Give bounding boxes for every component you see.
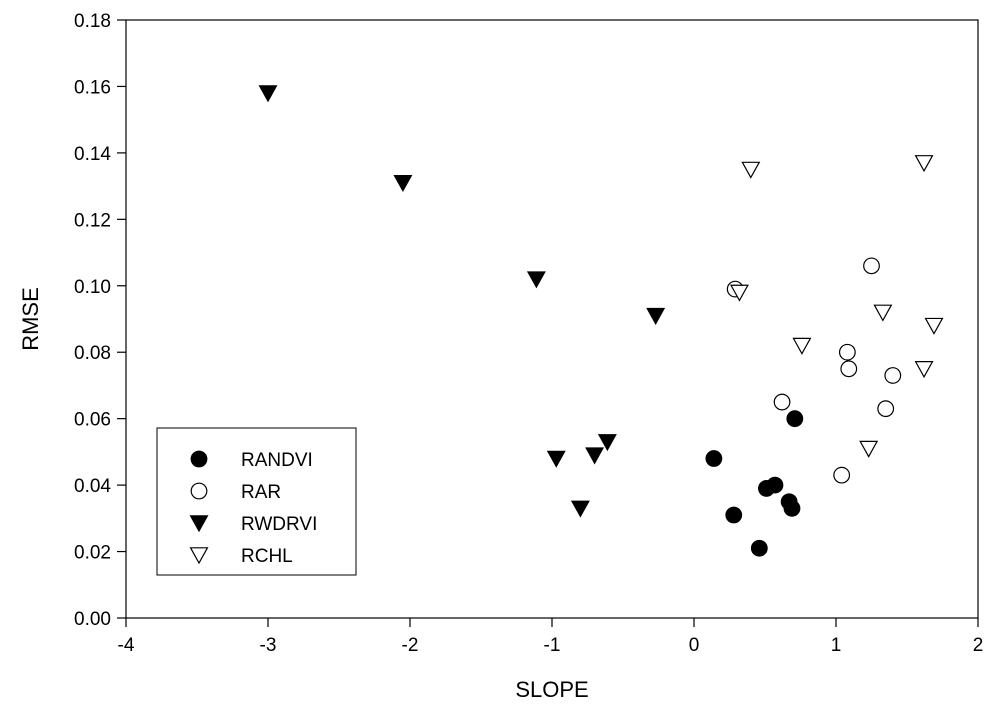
legend-label-rchl: RCHL	[241, 546, 293, 567]
rchl-point	[873, 304, 893, 322]
rchl-point	[792, 337, 812, 355]
y-tick-label: 0.14	[74, 144, 111, 165]
randvi-point	[750, 539, 768, 557]
legend-label-randvi: RANDVI	[241, 450, 313, 471]
randvi-point	[783, 499, 801, 517]
randvi-point	[725, 506, 743, 524]
rwdrvi-point	[570, 500, 590, 518]
x-tick-label: -2	[402, 635, 419, 656]
legend-marker-rar	[190, 482, 208, 500]
rchl-point	[914, 155, 934, 173]
randvi-point	[705, 450, 723, 467]
legend-label-rwdrvi: RWDRVI	[241, 514, 317, 535]
x-tick-label: 1	[831, 635, 842, 656]
rar-point	[838, 343, 856, 361]
y-tick-label: 0.06	[74, 410, 111, 431]
rar-point	[833, 466, 851, 484]
legend-box	[156, 427, 357, 576]
y-tick-label: 0.00	[74, 609, 111, 630]
legend-label-rar: RAR	[241, 482, 281, 503]
randvi-point	[786, 410, 804, 428]
x-tick-label: -4	[118, 635, 135, 656]
rar-point	[877, 400, 895, 418]
rwdrvi-point	[526, 271, 546, 289]
legend-marker-rchl	[189, 547, 209, 565]
rwdrvi-point	[393, 175, 413, 193]
rar-point	[840, 360, 858, 378]
rwdrvi-point	[646, 307, 666, 325]
y-tick-label: 0.16	[74, 77, 111, 98]
x-tick-label: -3	[260, 635, 277, 656]
y-axis: 0.00 0.02 0.04 0.06 0.08 0.10 0.12 0.14 0.16 0.18	[74, 11, 126, 630]
x-axis-title: SLOPE	[515, 677, 588, 702]
x-tick-label: 2	[973, 635, 984, 656]
rar-point	[773, 393, 791, 411]
y-tick-label: 0.12	[74, 210, 111, 231]
rchl-point	[741, 161, 761, 179]
rchl-point	[914, 361, 934, 379]
x-axis: -4 -3 -2 -1 0 1 2	[118, 618, 984, 656]
x-tick-label: 0	[689, 635, 700, 656]
data-markers	[258, 85, 944, 557]
rar-point	[884, 367, 902, 384]
randvi-point	[766, 476, 784, 494]
rchl-point	[924, 317, 944, 335]
rwdrvi-point	[546, 450, 566, 468]
rwdrvi-point	[585, 447, 605, 465]
legend: RANDVI RAR RWDRVI RCHL	[156, 427, 357, 576]
y-tick-label: 0.04	[74, 476, 111, 497]
y-tick-label: 0.08	[74, 343, 111, 364]
x-tick-label: -1	[544, 635, 561, 656]
y-tick-label: 0.10	[74, 277, 111, 298]
legend-marker-rwdrvi	[189, 515, 209, 533]
rwdrvi-point	[258, 85, 278, 103]
y-tick-label: 0.18	[74, 11, 111, 32]
legend-marker-randvi	[190, 450, 208, 468]
rwdrvi-point	[597, 434, 617, 452]
y-tick-label: 0.02	[74, 543, 111, 564]
y-axis-title: RMSE	[18, 287, 43, 351]
rchl-point	[729, 284, 749, 302]
rar-point	[863, 257, 880, 275]
rchl-point	[859, 440, 879, 458]
